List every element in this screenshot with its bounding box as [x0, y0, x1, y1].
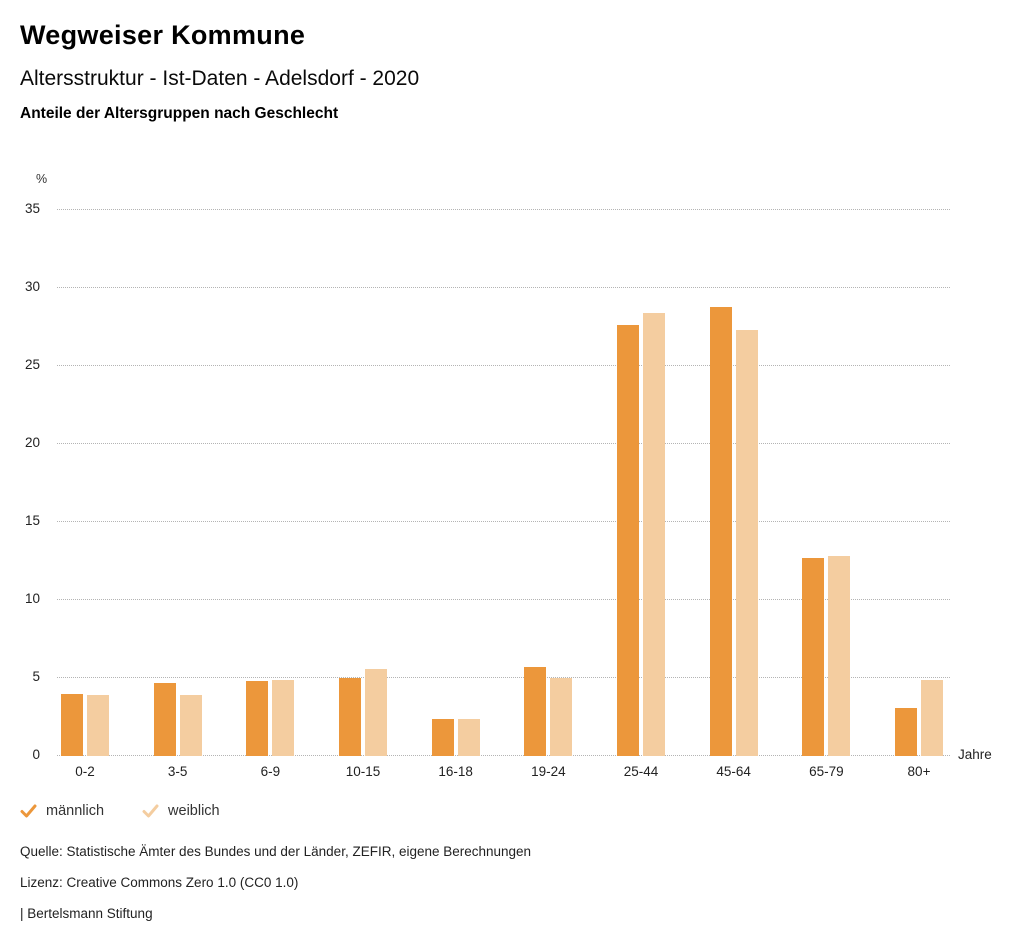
bar-weiblich-3-5[interactable] — [179, 695, 202, 756]
y-tick-label-20: 20 — [24, 435, 40, 450]
license-text: Lizenz: Creative Commons Zero 1.0 (CC0 1… — [20, 875, 299, 890]
gridline-5 — [57, 677, 950, 678]
x-tick-label-6-9: 6-9 — [260, 764, 281, 779]
bar-männlich-45-64[interactable] — [709, 306, 732, 756]
bar-weiblich-25-44[interactable] — [643, 312, 665, 756]
gridline-15 — [57, 521, 950, 522]
legend-item-maennlich[interactable]: männlich — [20, 803, 104, 819]
bar-männlich-80+[interactable] — [895, 707, 917, 756]
bar-männlich-6-9[interactable] — [246, 681, 269, 756]
x-tick-label-65-79: 65-79 — [809, 764, 844, 779]
x-axis: 0-2 3-5 6-9 10-15 16-18 19-24 25-44 45-64 65-79 8… — [57, 764, 950, 784]
bar-weiblich-19-24[interactable] — [550, 678, 573, 756]
x-tick-label-80+: 80+ — [907, 764, 931, 779]
y-axis-unit-label: % — [36, 172, 48, 186]
bar-männlich-65-79[interactable] — [802, 557, 825, 756]
x-axis-unit-label: Jahre — [958, 747, 992, 762]
bar-weiblich-16-18[interactable] — [457, 718, 480, 756]
x-tick-label-16-18: 16-18 — [438, 764, 473, 779]
x-tick-label-45-64: 45-64 — [716, 764, 751, 779]
chart-subtitle: Altersstruktur - Ist-Daten - Adelsdorf -… — [20, 67, 420, 90]
bar-weiblich-80+[interactable] — [921, 679, 943, 756]
bar-weiblich-6-9[interactable] — [272, 679, 295, 756]
x-tick-label-19-24: 19-24 — [531, 764, 566, 779]
y-axis: 0 5 10 15 20 25 30 35 — [0, 201, 40, 762]
gridline-30 — [57, 287, 950, 288]
bar-weiblich-10-15[interactable] — [365, 668, 387, 756]
y-tick-label-10: 10 — [24, 591, 40, 606]
y-tick-label-15: 15 — [24, 513, 40, 528]
y-tick-label-0: 0 — [32, 747, 40, 762]
gridline-35 — [57, 209, 950, 210]
plot-area — [57, 209, 950, 756]
bar-weiblich-0-2[interactable] — [87, 695, 109, 756]
gridline-20 — [57, 443, 950, 444]
legend-label: männlich — [46, 803, 105, 819]
bar-männlich-3-5[interactable] — [153, 682, 176, 756]
bar-weiblich-65-79[interactable] — [828, 556, 851, 756]
check-icon — [142, 804, 159, 818]
gridline-0 — [57, 755, 950, 756]
bar-männlich-16-18[interactable] — [431, 718, 454, 756]
x-tick-label-10-15: 10-15 — [345, 764, 381, 779]
gridline-10 — [57, 599, 950, 600]
bar-männlich-25-44[interactable] — [617, 325, 639, 756]
x-tick-label-25-44: 25-44 — [623, 764, 659, 779]
check-icon — [20, 804, 37, 818]
y-tick-label-30: 30 — [24, 279, 40, 294]
x-tick-label-3-5: 3-5 — [167, 764, 188, 779]
bar-weiblich-45-64[interactable] — [735, 330, 758, 756]
bar-männlich-0-2[interactable] — [61, 693, 83, 756]
y-tick-label-5: 5 — [32, 669, 40, 684]
page-title: Wegweiser Kommune — [20, 20, 306, 50]
chart-heading: Anteile der Altersgruppen nach Geschlech… — [20, 105, 339, 122]
attribution-text: | Bertelsmann Stiftung — [20, 906, 153, 921]
source-text: Quelle: Statistische Ämter des Bundes un… — [20, 844, 532, 859]
legend: männlich weiblich — [20, 803, 220, 819]
bar-männlich-19-24[interactable] — [524, 667, 547, 756]
legend-label: weiblich — [168, 803, 220, 819]
gridline-25 — [57, 365, 950, 366]
x-tick-label-0-2: 0-2 — [75, 764, 95, 779]
legend-item-weiblich[interactable]: weiblich — [142, 803, 220, 819]
y-tick-label-25: 25 — [24, 357, 40, 372]
bar-männlich-10-15[interactable] — [339, 678, 361, 756]
y-tick-label-35: 35 — [24, 201, 40, 216]
